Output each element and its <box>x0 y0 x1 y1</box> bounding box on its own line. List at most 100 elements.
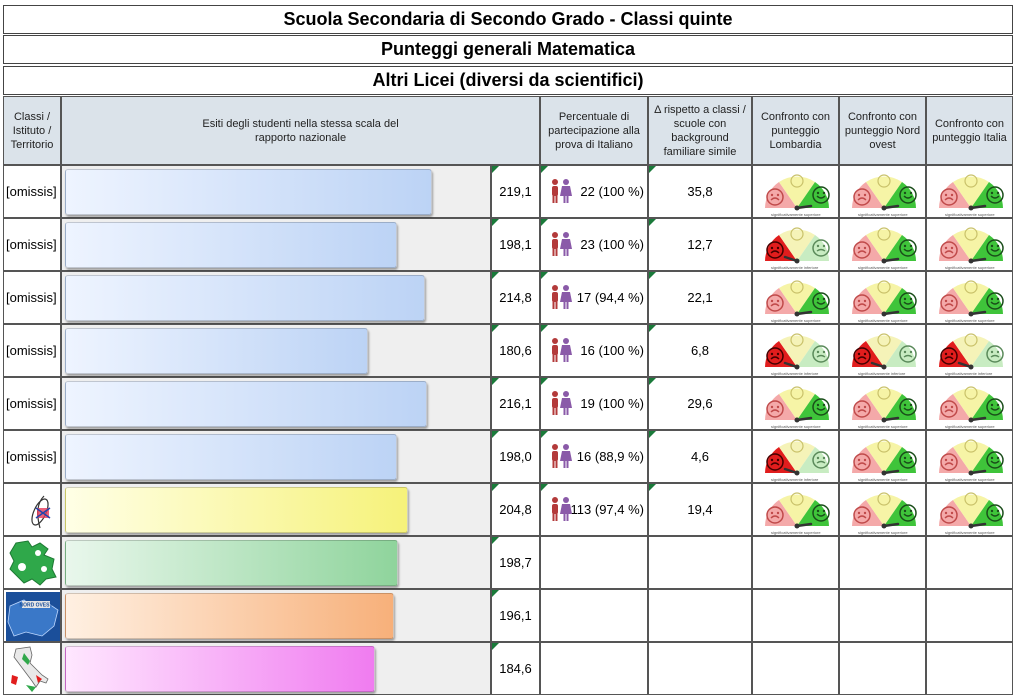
score-value-cell: 219,1 <box>491 165 540 218</box>
row-name-cell <box>3 642 61 695</box>
score-bar-cell <box>61 642 491 695</box>
header-esiti-label: Esiti degli studenti nella stessa scala … <box>202 117 399 144</box>
gauge-legend: significativamente superiore <box>945 530 995 535</box>
score-value-cell: 198,0 <box>491 430 540 483</box>
score-value: 184,6 <box>499 661 532 676</box>
score-value-cell: 198,7 <box>491 536 540 589</box>
header-esiti: Esiti degli studenti nella stessa scala … <box>61 96 540 165</box>
comparison-lombardia-cell: significativamente superiore <box>752 377 839 430</box>
comment-marker <box>541 431 548 438</box>
comment-marker <box>649 431 656 438</box>
comparison-italia-cell: significativamente inferiore <box>926 324 1013 377</box>
score-bar-cell <box>61 430 491 483</box>
score-bar-cell <box>61 536 491 589</box>
gauge-legend: significativamente inferiore <box>771 371 819 376</box>
score-bar <box>65 169 432 215</box>
header-italia-label: Confronto con punteggio Italia <box>932 117 1007 144</box>
delta-cell: 22,1 <box>648 271 752 324</box>
score-value-cell: 216,1 <box>491 377 540 430</box>
score-bar <box>65 275 425 321</box>
gauge-legend: significativamente superiore <box>945 265 995 270</box>
participation-cell <box>540 642 648 695</box>
gauge-legend: significativamente inferiore <box>945 371 993 376</box>
comparison-lombardia-cell <box>752 642 839 695</box>
row-name-cell <box>3 536 61 589</box>
comparison-gauge-icon: significativamente superiore <box>846 274 922 325</box>
comparison-nord-ovest-cell: significativamente superiore <box>839 377 926 430</box>
row-name-cell: [omissis] <box>3 324 61 377</box>
comparison-gauge-icon: significativamente superiore <box>933 221 1009 272</box>
score-value-cell: 214,8 <box>491 271 540 324</box>
comparison-nord-ovest-cell: significativamente superiore <box>839 483 926 536</box>
score-value: 204,8 <box>499 502 532 517</box>
participation-value: 19 (100 %) <box>580 396 644 411</box>
gauge-legend: significativamente superiore <box>858 477 908 482</box>
header-lombardia: Confronto con punteggio Lombardia <box>752 96 839 165</box>
participation-cell: 23 (100 %) <box>540 218 648 271</box>
participation-cell: 113 (97,4 %) <box>540 483 648 536</box>
comparison-nord-ovest-cell: significativamente superiore <box>839 218 926 271</box>
score-bar-cell <box>61 483 491 536</box>
participation-value: 16 (88,9 %) <box>576 449 644 464</box>
comparison-gauge-icon: significativamente superiore <box>846 433 922 484</box>
header-partecipazione: Percentuale di partecipazione alla prova… <box>540 96 648 165</box>
comparison-lombardia-cell: significativamente superiore <box>752 483 839 536</box>
comment-marker <box>492 378 499 385</box>
delta-value: 6,8 <box>690 343 710 358</box>
delta-value: 4,6 <box>690 449 710 464</box>
score-value: 198,1 <box>499 237 532 252</box>
comparison-lombardia-cell: significativamente inferiore <box>752 324 839 377</box>
comment-marker <box>492 272 499 279</box>
score-bar <box>65 328 368 374</box>
row-name: [omissis] <box>6 449 57 464</box>
delta-value: 29,6 <box>687 396 713 411</box>
nord-ovest-label: NORD OVEST <box>19 603 52 609</box>
comment-marker <box>492 643 499 650</box>
row-name: [omissis] <box>6 290 57 305</box>
gauge-legend: significativamente superiore <box>771 424 821 429</box>
score-bar-cell <box>61 165 491 218</box>
comparison-italia-cell: significativamente superiore <box>926 483 1013 536</box>
header-nord-ovest: Confronto con punteggio Nord ovest <box>839 96 926 165</box>
gauge-legend: significativamente superiore <box>858 318 908 323</box>
comment-marker <box>492 431 499 438</box>
score-bar-cell <box>61 271 491 324</box>
gauge-legend: significativamente superiore <box>771 530 821 535</box>
score-bar <box>65 222 397 268</box>
score-value: 180,6 <box>499 343 532 358</box>
comparison-gauge-icon: significativamente superiore <box>933 274 1009 325</box>
comment-marker <box>541 272 548 279</box>
comment-marker <box>492 166 499 173</box>
score-value: 216,1 <box>499 396 532 411</box>
participation-value: 17 (94,4 %) <box>576 290 644 305</box>
participation-cell <box>540 589 648 642</box>
row-name: [omissis] <box>6 237 57 252</box>
comparison-nord-ovest-cell <box>839 642 926 695</box>
gauge-legend: significativamente superiore <box>858 212 908 217</box>
comparison-nord-ovest-cell: significativamente superiore <box>839 430 926 483</box>
row-name: [omissis] <box>6 343 57 358</box>
row-name: [omissis] <box>6 396 57 411</box>
delta-cell: 4,6 <box>648 430 752 483</box>
students-icon <box>548 443 574 472</box>
comparison-italia-cell <box>926 589 1013 642</box>
gauge-legend: significativamente superiore <box>945 424 995 429</box>
comparison-lombardia-cell: significativamente inferiore <box>752 218 839 271</box>
students-icon <box>548 390 574 419</box>
comparison-gauge-icon: significativamente superiore <box>759 380 835 431</box>
participation-value: 22 (100 %) <box>580 184 644 199</box>
students-icon <box>548 496 574 525</box>
score-bar <box>65 487 408 533</box>
row-name-cell <box>3 483 61 536</box>
score-bar <box>65 540 398 586</box>
report-category: Altri Licei (diversi da scientifici) <box>3 66 1013 95</box>
delta-value: 22,1 <box>687 290 713 305</box>
score-value-cell: 184,6 <box>491 642 540 695</box>
gauge-legend: significativamente superiore <box>858 424 908 429</box>
comparison-gauge-icon: significativamente superiore <box>759 168 835 219</box>
report-title: Scuola Secondaria di Secondo Grado - Cla… <box>3 5 1013 34</box>
comment-marker <box>492 537 499 544</box>
participation-value: 16 (100 %) <box>580 343 644 358</box>
score-bar <box>65 646 375 692</box>
lombardia-map-icon <box>6 539 60 591</box>
